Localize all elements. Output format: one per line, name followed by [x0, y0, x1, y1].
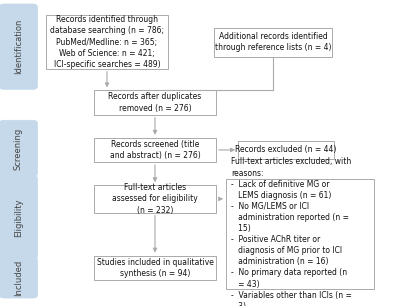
FancyBboxPatch shape: [0, 120, 38, 177]
FancyBboxPatch shape: [46, 15, 168, 69]
FancyBboxPatch shape: [94, 90, 216, 115]
Text: Eligibility: Eligibility: [14, 198, 23, 237]
Text: Records after duplicates
removed (n = 276): Records after duplicates removed (n = 27…: [108, 92, 202, 113]
FancyBboxPatch shape: [0, 257, 38, 298]
FancyBboxPatch shape: [0, 4, 38, 89]
FancyBboxPatch shape: [226, 179, 374, 289]
Text: Full-text articles
assessed for eligibility
(n = 232): Full-text articles assessed for eligibil…: [112, 183, 198, 215]
Text: Included: Included: [14, 259, 23, 296]
Text: Screening: Screening: [14, 127, 23, 170]
Text: Identification: Identification: [14, 19, 23, 74]
FancyBboxPatch shape: [214, 28, 332, 57]
FancyBboxPatch shape: [238, 141, 334, 159]
Text: Records screened (title
and abstract) (n = 276): Records screened (title and abstract) (n…: [110, 140, 200, 160]
FancyBboxPatch shape: [0, 175, 38, 259]
Text: Studies included in qualitative
synthesis (n = 94): Studies included in qualitative synthesi…: [96, 258, 214, 278]
Text: Records identified through
database searching (n = 786;
PubMed/Medline: n = 365;: Records identified through database sear…: [50, 15, 164, 69]
Text: Full-text articles excluded, with
reasons:
-  Lack of definitive MG or
   LEMS d: Full-text articles excluded, with reason…: [231, 158, 352, 306]
Text: Additional records identified
through reference lists (n = 4): Additional records identified through re…: [215, 32, 331, 52]
FancyBboxPatch shape: [94, 185, 216, 213]
Text: Records excluded (n = 44): Records excluded (n = 44): [235, 145, 337, 155]
FancyBboxPatch shape: [94, 256, 216, 280]
FancyBboxPatch shape: [94, 138, 216, 162]
